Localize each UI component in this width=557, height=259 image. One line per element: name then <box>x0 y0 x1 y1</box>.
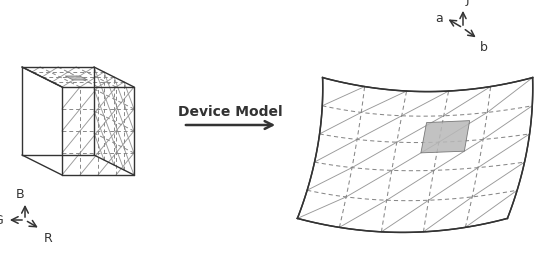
Text: b: b <box>480 41 488 54</box>
Polygon shape <box>65 76 87 80</box>
Text: G: G <box>0 213 3 227</box>
Polygon shape <box>421 121 470 153</box>
Text: B: B <box>16 188 25 201</box>
Text: Device Model: Device Model <box>178 105 283 119</box>
Text: R: R <box>43 232 52 245</box>
Text: a: a <box>435 11 443 25</box>
Text: J: J <box>466 0 470 6</box>
